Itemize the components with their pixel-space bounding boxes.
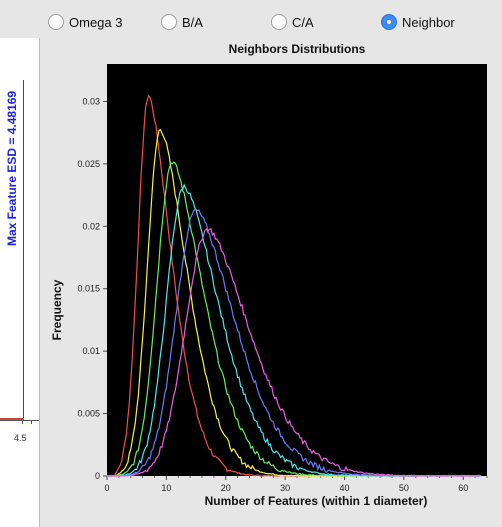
radio-label: Neighbor bbox=[402, 14, 455, 30]
x-axis-label: Number of Features (within 1 diameter) bbox=[205, 494, 428, 508]
x-tick-label: 0 bbox=[104, 483, 109, 493]
y-tick-label: 0.03 bbox=[82, 96, 100, 106]
x-tick-label: 50 bbox=[399, 483, 409, 493]
y-tick-label: 0.01 bbox=[82, 346, 100, 356]
axis-ticks: 0 0.005 0.01 0.015 0.02 0.025 0.03 0 10 20 30 40 50 6… bbox=[77, 96, 488, 493]
x-tick-label: 10 bbox=[161, 483, 171, 493]
series-group bbox=[106, 94, 482, 477]
distribution-radio-group: Omega 3 B/A C/A Neighbor bbox=[0, 0, 502, 46]
y-tick-label: 0.005 bbox=[77, 409, 100, 419]
neighbors-distribution-chart: Neighbors Distributions 00.0050.010.0150… bbox=[50, 42, 488, 508]
esd-tick-label: 4.5 bbox=[14, 433, 27, 443]
radio-neighbor[interactable]: Neighbor bbox=[381, 12, 455, 32]
radio-button-icon[interactable] bbox=[271, 14, 287, 30]
y-axis-label: Frequency bbox=[50, 279, 64, 340]
radio-button-icon[interactable] bbox=[381, 14, 397, 30]
x-tick-label: 40 bbox=[339, 483, 349, 493]
radio-button-icon[interactable] bbox=[161, 14, 177, 30]
y-tick-label: 0.015 bbox=[77, 284, 100, 294]
y-tick-label: 0.02 bbox=[82, 221, 100, 231]
plot-area bbox=[107, 64, 487, 476]
x-tick-label: 30 bbox=[280, 483, 290, 493]
radio-button-icon[interactable] bbox=[48, 14, 64, 30]
x-tick-label: 60 bbox=[458, 483, 468, 493]
radio-ca[interactable]: C/A bbox=[271, 12, 314, 32]
y-tick-label: 0 bbox=[95, 471, 100, 481]
chart-title: Neighbors Distributions bbox=[229, 42, 366, 56]
radio-label: Omega 3 bbox=[69, 14, 123, 30]
esd-side-panel: Max Feature ESD = 4.48169 4.5 bbox=[0, 38, 40, 527]
radio-ba[interactable]: B/A bbox=[161, 12, 203, 32]
y-tick-label: 0.025 bbox=[77, 159, 100, 169]
esd-axis bbox=[0, 420, 39, 421]
esd-axis-tick bbox=[22, 420, 23, 424]
max-feature-esd-label: Max Feature ESD = 4.48169 bbox=[5, 90, 19, 246]
radio-label: C/A bbox=[292, 14, 314, 30]
esd-marker-line bbox=[23, 80, 24, 420]
series-line bbox=[106, 227, 482, 477]
radio-label: B/A bbox=[182, 14, 203, 30]
esd-axis-tick bbox=[31, 420, 32, 424]
esd-distribution-line bbox=[0, 418, 24, 420]
radio-omega3[interactable]: Omega 3 bbox=[48, 12, 122, 32]
x-tick-label: 20 bbox=[221, 483, 231, 493]
